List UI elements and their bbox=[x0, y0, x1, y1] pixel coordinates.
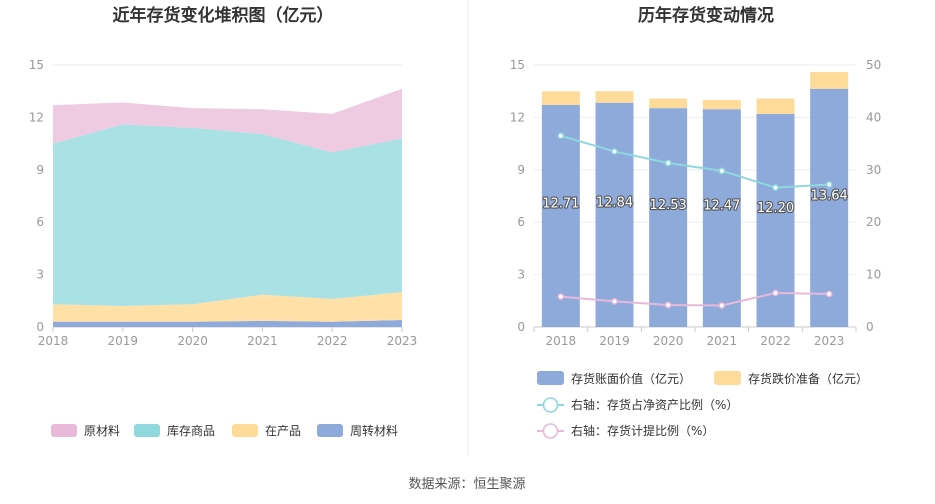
right-right-y-tick-label: 50 bbox=[866, 58, 881, 72]
line-point-0 bbox=[611, 148, 618, 155]
bar-line-chart: 历年存货变动情况 12.71 12.84 12.53 12.47 12.2013.64 … bbox=[510, 5, 882, 439]
left-y-tick-label: 6 bbox=[36, 215, 44, 229]
bar-data-label: 12.84 bbox=[596, 195, 633, 210]
line-series-0 bbox=[560, 134, 830, 189]
legend-label-book-value: 存货账面价值（亿元） bbox=[571, 371, 691, 386]
bar-data-label: 12.71 bbox=[542, 197, 579, 212]
line-point-0 bbox=[718, 167, 726, 175]
right-left-y-tick-label: 6 bbox=[517, 215, 525, 229]
right-left-y-tick-label: 0 bbox=[517, 320, 525, 334]
line-point-1 bbox=[611, 297, 618, 305]
line-point-0 bbox=[557, 132, 565, 140]
right-right-y-tick-label: 10 bbox=[866, 268, 881, 282]
bar-data-label: 12.20 bbox=[757, 201, 794, 216]
line-point-1 bbox=[664, 301, 672, 309]
right-x-tick-label: 2018 bbox=[546, 334, 577, 348]
legend-marker-1 bbox=[542, 423, 559, 439]
legend-label-原材料: 原材料 bbox=[84, 424, 120, 438]
line-series-1 bbox=[560, 291, 830, 307]
legend-label-在产品: 在产品 bbox=[265, 424, 301, 438]
bar-book-value bbox=[649, 108, 688, 327]
left-y-tick-label: 9 bbox=[36, 163, 44, 177]
legend-swatch-库存商品 bbox=[134, 424, 160, 437]
area-原材料 bbox=[53, 88, 402, 153]
line-point-0 bbox=[772, 184, 779, 191]
line-point-1 bbox=[772, 289, 779, 297]
left-chart-title: 近年存货变化堆积图（亿元） bbox=[113, 5, 334, 26]
right-left-y-tick-label: 9 bbox=[517, 163, 525, 177]
left-y-tick-label: 0 bbox=[36, 320, 44, 334]
left-x-tick-label: 2023 bbox=[387, 334, 418, 348]
line-point-1 bbox=[557, 293, 565, 300]
right-x-tick-label: 2021 bbox=[707, 334, 738, 348]
stacked-area-chart: 近年存货变化堆积图（亿元） 0 3 6 9 12 15 2018 2019 2020 2021 20… bbox=[29, 5, 418, 438]
legend-swatch-book-value bbox=[537, 371, 564, 385]
left-tick-labels: 0 3 6 9 12 15 2018 2019 2020 2021 2022 2023 bbox=[29, 58, 418, 348]
right-x-tick-label: 2019 bbox=[599, 334, 630, 348]
right-legend: 存货账面价值（亿元） 存货跌价准备（亿元） 右轴：存货占净资产比例（%） 右轴：存货计… bbox=[537, 371, 868, 439]
legend-label-line-0: 右轴：存货占净资产比例（%） bbox=[571, 397, 738, 412]
bar-book-value bbox=[702, 109, 741, 327]
legend-swatch-周转材料 bbox=[317, 424, 343, 437]
bar-data-label: 12.47 bbox=[703, 199, 740, 214]
area-库存商品 bbox=[53, 124, 402, 307]
left-x-tick-label: 2020 bbox=[177, 334, 208, 348]
right-chart-title: 历年存货变动情况 bbox=[638, 5, 774, 26]
left-y-tick-label: 12 bbox=[29, 110, 44, 124]
bar-data-label: 13.64 bbox=[811, 188, 848, 203]
data-source: 数据来源：恒生聚源 bbox=[408, 477, 525, 492]
right-left-y-tick-label: 12 bbox=[510, 110, 525, 124]
area-在产品 bbox=[53, 292, 402, 322]
right-right-y-tick-label: 0 bbox=[866, 320, 874, 334]
legend-swatch-原材料 bbox=[51, 424, 77, 437]
left-y-tick-label: 3 bbox=[36, 268, 44, 282]
bar-impairment-reserve bbox=[810, 71, 849, 89]
legend-swatch-在产品 bbox=[232, 424, 258, 437]
right-gridlines bbox=[533, 64, 857, 332]
legend-label-周转材料: 周转材料 bbox=[350, 423, 398, 438]
right-x-tick-label: 2023 bbox=[814, 334, 845, 348]
bar-impairment-reserve bbox=[756, 98, 795, 114]
legend-label-line-1: 右轴：存货计提比例（%） bbox=[571, 423, 714, 438]
left-area-series bbox=[53, 88, 402, 327]
right-right-y-tick-label: 20 bbox=[866, 215, 881, 229]
bar-impairment-reserve bbox=[702, 99, 741, 110]
legend-label-库存商品: 库存商品 bbox=[167, 423, 215, 438]
left-x-tick-label: 2019 bbox=[108, 334, 139, 348]
bar-impairment-reserve bbox=[541, 91, 580, 105]
right-right-y-tick-label: 30 bbox=[866, 163, 881, 177]
bar-book-value bbox=[541, 104, 580, 328]
bar-book-value bbox=[595, 102, 634, 327]
bar-data-label: 12.53 bbox=[650, 198, 687, 213]
right-tick-labels: 0 3 6 9 12 15 0 10 20 30 40 50 2018 2019 2020 2021 2022 2… bbox=[510, 58, 882, 348]
left-legend: 原材料 库存商品 在产品 周转材料 bbox=[51, 423, 398, 438]
line-point-1 bbox=[825, 290, 833, 298]
left-x-tick-label: 2018 bbox=[38, 334, 69, 348]
right-line-series bbox=[557, 132, 833, 309]
line-point-1 bbox=[718, 302, 726, 309]
line-point-0 bbox=[825, 181, 833, 188]
left-x-tick-label: 2021 bbox=[247, 334, 278, 348]
legend-marker-0 bbox=[542, 397, 559, 413]
left-x-tick-label: 2022 bbox=[317, 334, 348, 348]
bar-book-value bbox=[810, 88, 849, 327]
bar-impairment-reserve bbox=[595, 91, 634, 103]
right-right-y-tick-label: 40 bbox=[866, 110, 881, 124]
right-x-tick-label: 2022 bbox=[760, 334, 791, 348]
right-x-tick-label: 2020 bbox=[653, 334, 684, 348]
right-bar-series: 12.71 12.84 12.53 12.47 12.20 13.64 bbox=[541, 71, 849, 328]
left-y-tick-label: 15 bbox=[29, 58, 44, 72]
right-left-y-tick-label: 3 bbox=[517, 268, 525, 282]
right-left-y-tick-label: 15 bbox=[510, 58, 525, 72]
line-point-0 bbox=[664, 159, 672, 167]
bar-impairment-reserve bbox=[649, 98, 688, 109]
legend-swatch-impairment bbox=[714, 371, 741, 385]
legend-label-impairment: 存货跌价准备（亿元） bbox=[748, 371, 868, 386]
